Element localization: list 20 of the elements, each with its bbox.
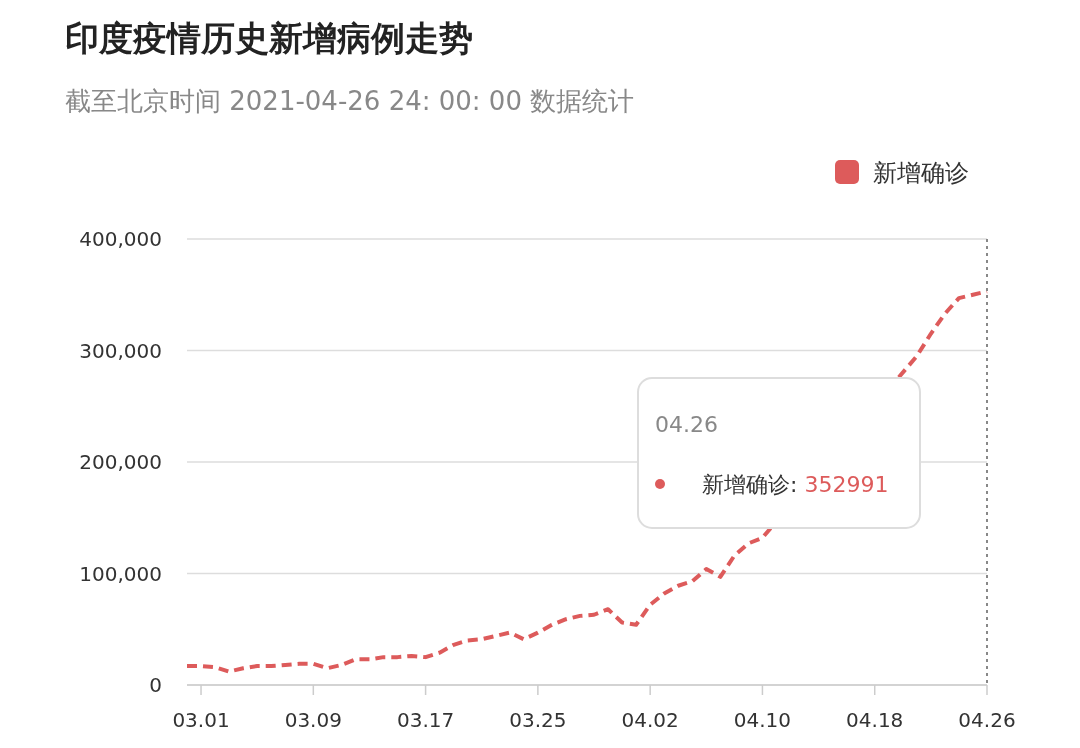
x-tick-label: 03.17 — [396, 708, 455, 732]
x-tick-label: 04.10 — [733, 708, 792, 732]
y-tick-label: 400,000 — [79, 227, 162, 251]
legend: 新增确诊 — [835, 159, 969, 187]
chart-title: 印度疫情历史新增病例走势 — [65, 18, 473, 58]
y-tick-label: 200,000 — [79, 450, 162, 474]
y-tick-label: 100,000 — [79, 561, 162, 586]
y-tick-label: 300,000 — [79, 338, 162, 363]
x-tick-label: 04.26 — [958, 708, 1016, 732]
tooltip: 04.26 新增确诊: 352991 — [637, 377, 921, 529]
y-tick-label: 0 — [149, 673, 162, 697]
x-tick-label: 03.01 — [172, 708, 230, 732]
x-tick-label: 03.25 — [509, 708, 567, 732]
x-tick-label: 04.18 — [846, 708, 904, 732]
legend-label: 新增确诊 — [873, 159, 969, 187]
x-tick-label: 04.02 — [621, 708, 679, 732]
x-tick-label: 03.09 — [284, 708, 342, 732]
annotation: 04.26 — [655, 412, 718, 437]
annotation: 新增确诊: 352991 — [702, 472, 889, 497]
chart-subtitle: 截至北京时间 2021-04-26 24: 00: 00 数据统计 — [65, 86, 635, 116]
